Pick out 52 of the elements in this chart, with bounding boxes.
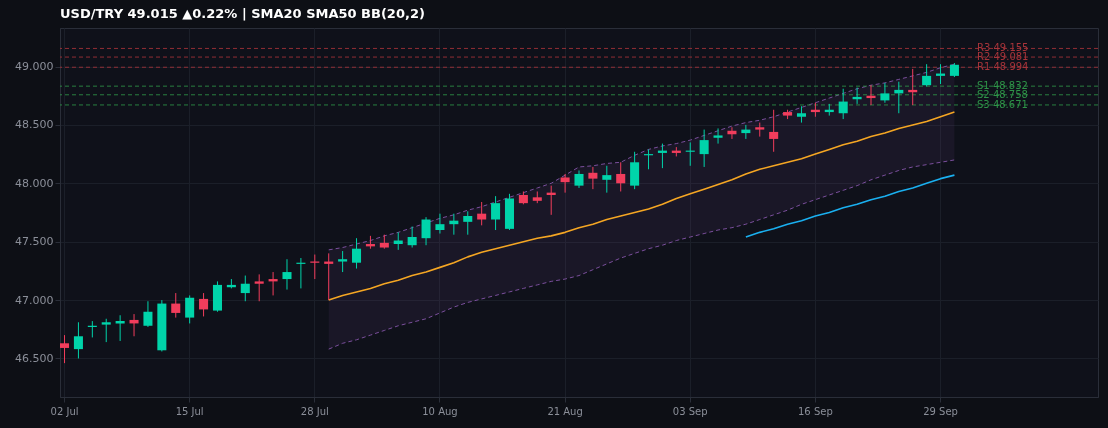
line-series — [328, 63, 955, 251]
x-tick-label: 02 Jul — [50, 405, 79, 417]
candlestick — [463, 210, 473, 236]
candlestick — [421, 216, 431, 246]
x-tick-label: 15 Jul — [175, 405, 204, 417]
candlestick — [101, 318, 111, 343]
candlestick — [185, 294, 195, 324]
candlestick — [880, 82, 890, 104]
candlestick — [713, 127, 723, 145]
ref-line-label: R1 48.994 — [977, 61, 1029, 73]
candlestick — [602, 165, 612, 194]
candlestick — [616, 161, 626, 192]
y-tick-label: 48.500 — [15, 118, 54, 132]
y-tick-label: 49.000 — [15, 60, 54, 74]
ref-line-label: R2 49.081 — [977, 51, 1029, 63]
candlestick — [254, 273, 264, 302]
candlestick — [282, 258, 292, 291]
y-tick-label: 47.000 — [15, 293, 54, 307]
candlestick — [338, 250, 348, 273]
candlestick — [435, 213, 445, 235]
x-tick-label: 21 Aug — [547, 405, 583, 417]
candlestick — [352, 237, 362, 270]
x-tick-label: 16 Sep — [798, 405, 833, 417]
candlestick — [866, 84, 876, 106]
x-tick-label: 28 Jul — [300, 405, 329, 417]
candlestick — [143, 300, 153, 328]
candlestick — [588, 166, 598, 190]
candlestick — [73, 321, 83, 359]
candlestick — [630, 151, 640, 190]
candlestick — [560, 173, 570, 194]
candlestick — [199, 292, 209, 317]
y-tick-label: 46.500 — [15, 351, 54, 365]
candlestick — [491, 195, 501, 231]
x-tick-label: 03 Sep — [672, 405, 708, 417]
candlestick — [769, 109, 779, 153]
ref-line-label: S3 48.671 — [977, 98, 1028, 110]
candlestick — [407, 226, 417, 249]
y-tick-label: 47.500 — [15, 235, 54, 249]
candlestick — [699, 129, 709, 168]
ref-line-label: R3 49.155 — [977, 42, 1029, 54]
candlestick — [838, 88, 848, 120]
line-series — [327, 111, 956, 301]
candlestick — [922, 63, 932, 87]
x-tick-label: 29 Sep — [923, 405, 958, 417]
chart-title: USD/TRY 49.015 ▲0.22% | SMA20 SMA50 BB(20,2) — [60, 6, 425, 21]
y-tick-label: 48.000 — [15, 176, 54, 190]
x-tick-label: 10 Aug — [422, 405, 458, 417]
candlestick — [240, 275, 250, 302]
line-series — [745, 174, 956, 238]
candlestick — [171, 292, 181, 319]
line-series — [328, 159, 955, 350]
candlestick — [477, 201, 487, 226]
